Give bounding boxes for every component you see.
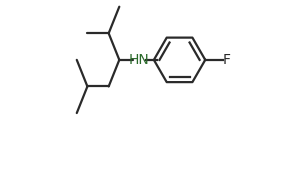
Text: F: F (222, 53, 231, 67)
Text: HN: HN (129, 53, 150, 67)
